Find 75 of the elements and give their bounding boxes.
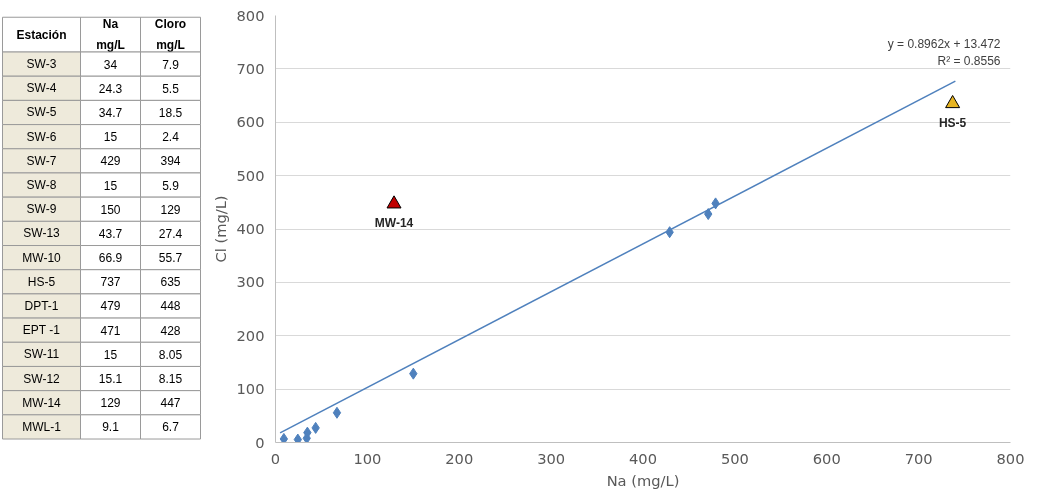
x-tick-label: 200: [445, 449, 474, 467]
category-label: MW-10: [22, 250, 62, 265]
data-label: 429: [100, 154, 121, 169]
category-label: SW-13: [23, 226, 61, 241]
data-label: 448: [160, 299, 181, 314]
y-tick-label: 800: [236, 6, 265, 24]
data-label: 15: [103, 347, 118, 362]
x-tick-label: 300: [537, 449, 566, 467]
category-label: SW-6: [26, 129, 57, 144]
series-label: Cloro mg/L: [154, 17, 187, 53]
data-label: 635: [160, 275, 181, 290]
data-label: 9.1: [102, 420, 120, 435]
data-label: 129: [100, 396, 121, 411]
category-label: EPT -1: [22, 323, 61, 338]
x-tick-label: 400: [629, 449, 657, 467]
data-label: 15: [103, 178, 118, 193]
category-label: DPT-1: [24, 298, 59, 313]
data-label: 2.4: [162, 130, 180, 145]
x-tick-label: 500: [720, 449, 749, 467]
y-tick-label: 300: [236, 273, 265, 291]
category-label: SW-4: [26, 81, 57, 96]
data-label: 34.7: [98, 105, 123, 120]
data-label: 447: [160, 396, 181, 411]
data-label: 6.7: [162, 420, 180, 435]
category-label: SW-3: [26, 57, 57, 72]
data-label: 24.3: [98, 81, 123, 96]
x-axis-title: Na (mg/L): [606, 471, 680, 489]
y-tick-label: 200: [236, 326, 265, 344]
annotation: R² = 0.8556: [937, 53, 1001, 68]
series-label: Na mg/L: [96, 17, 125, 53]
text: Estación: [16, 27, 67, 42]
y-tick-label: 600: [236, 113, 265, 131]
x-tick-label: 600: [812, 449, 841, 467]
data-label: 737: [100, 275, 121, 290]
annotation: y = 0.8962x + 13.472: [887, 36, 1001, 51]
y-tick-label: 700: [236, 59, 265, 77]
x-tick-label: 700: [904, 449, 933, 467]
data-label: 55.7: [158, 251, 183, 266]
y-axis-title: Cl (mg/L): [211, 195, 229, 263]
data-label: 150: [100, 202, 121, 217]
data-label: 18.5: [158, 105, 183, 120]
data-label: 7.9: [162, 57, 180, 72]
series-label: HS-5: [938, 115, 967, 130]
series-label: MW-14: [374, 215, 414, 230]
data-label: 129: [160, 202, 181, 217]
category-label: HS-5: [27, 274, 56, 289]
category-label: SW-8: [26, 178, 57, 193]
category-label: SW-5: [26, 105, 57, 120]
data-label: 394: [160, 154, 181, 169]
y-tick-label: 0: [255, 433, 265, 451]
x-tick-label: 800: [996, 449, 1025, 467]
category-label: SW-9: [26, 202, 57, 217]
category-label: MWL-1: [22, 419, 62, 434]
category-label: SW-12: [23, 371, 61, 386]
category-label: MW-14: [22, 395, 62, 410]
data-label: 66.9: [98, 251, 123, 266]
data-label: 43.7: [98, 226, 123, 241]
x-tick-label: 0: [270, 449, 281, 467]
x-tick-label: 100: [353, 449, 382, 467]
data-label: 27.4: [158, 226, 183, 241]
data-label: 15: [103, 130, 118, 145]
data-label: 34: [103, 57, 118, 72]
y-tick-label: 400: [236, 220, 265, 237]
data-label: 15.1: [98, 372, 123, 387]
data-label: 471: [100, 323, 121, 338]
data-label: 8.05: [158, 347, 183, 362]
y-tick-label: 100: [236, 380, 265, 398]
category-label: SW-7: [26, 153, 57, 168]
data-label: 8.15: [158, 372, 183, 387]
data-label: 5.5: [162, 81, 180, 96]
category-label: SW-11: [23, 347, 60, 362]
data-label: 428: [160, 323, 181, 338]
data-label: 479: [100, 299, 121, 314]
data-label: 5.9: [162, 178, 180, 193]
y-tick-label: 500: [236, 166, 265, 184]
